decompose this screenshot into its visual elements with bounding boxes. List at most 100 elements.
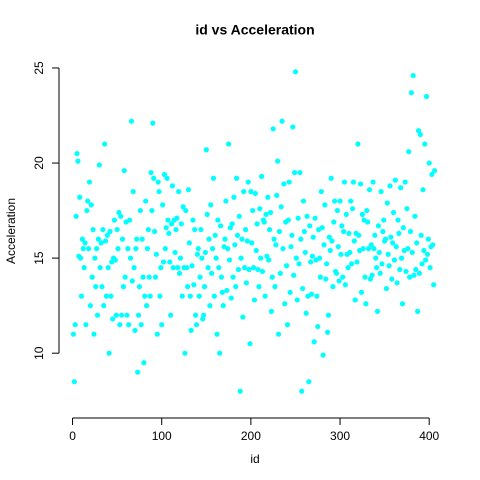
data-point [323, 276, 329, 282]
data-point [427, 265, 433, 271]
data-point [124, 312, 130, 318]
data-point [417, 131, 423, 138]
data-point [426, 160, 432, 166]
data-point [274, 192, 280, 198]
data-point [75, 158, 81, 164]
data-point [307, 223, 313, 229]
data-point [89, 274, 95, 280]
data-point [153, 251, 159, 257]
data-point [121, 168, 127, 174]
data-point [202, 249, 209, 256]
data-point [206, 236, 212, 242]
chart-title: id vs Acceleration [195, 22, 314, 38]
data-point [405, 246, 411, 252]
data-point [193, 322, 200, 328]
data-point [413, 266, 419, 273]
data-point [215, 217, 221, 223]
data-point [312, 215, 318, 221]
data-point [97, 265, 103, 271]
data-point [315, 323, 321, 330]
data-point [335, 244, 341, 250]
data-point [208, 202, 214, 208]
data-point [173, 226, 179, 233]
data-point [291, 169, 298, 176]
data-point [209, 270, 215, 276]
data-point [188, 327, 194, 333]
data-point [86, 179, 93, 185]
data-point [343, 211, 349, 217]
data-point [337, 198, 343, 204]
data-point [290, 124, 296, 130]
data-point [137, 207, 143, 214]
data-point [283, 263, 290, 269]
data-point [387, 183, 393, 189]
data-point [392, 177, 398, 183]
data-point [145, 226, 151, 233]
data-point [151, 228, 158, 235]
x-tick-label: 300 [330, 429, 350, 443]
data-point [256, 284, 262, 290]
data-point [287, 289, 293, 295]
data-point [333, 270, 340, 276]
data-point [394, 280, 400, 286]
data-point [403, 268, 409, 275]
data-point [399, 301, 406, 307]
data-point [341, 228, 347, 235]
data-point [248, 188, 254, 195]
data-point [349, 261, 355, 267]
data-point [196, 293, 202, 299]
data-point [138, 322, 144, 328]
data-point [390, 240, 396, 246]
data-point [182, 350, 188, 356]
data-point [396, 230, 402, 237]
data-point [218, 274, 225, 280]
data-point [285, 217, 291, 223]
data-point [431, 282, 437, 288]
data-point [93, 284, 99, 290]
data-point [424, 251, 431, 257]
data-point [409, 249, 415, 256]
data-point [291, 272, 297, 278]
data-point [326, 234, 332, 240]
data-point [139, 236, 145, 242]
data-point [266, 257, 272, 263]
data-point [217, 350, 223, 356]
data-point [236, 213, 242, 219]
data-point [265, 194, 271, 200]
data-point [228, 295, 234, 301]
data-point [192, 312, 199, 318]
x-tick-label: 0 [69, 429, 76, 443]
data-point [225, 246, 231, 252]
data-point [242, 265, 248, 271]
data-point [278, 204, 284, 210]
data-point [420, 187, 426, 193]
data-point [277, 270, 283, 276]
data-point [184, 265, 190, 271]
data-point [365, 219, 371, 225]
data-point [365, 246, 372, 252]
data-point [250, 265, 257, 271]
data-point [358, 289, 365, 295]
data-point [406, 149, 412, 155]
data-point [363, 301, 369, 307]
data-point [299, 285, 306, 292]
data-point [366, 187, 373, 193]
data-point [163, 225, 169, 231]
data-point [169, 183, 176, 189]
data-point [219, 289, 225, 295]
data-point [174, 215, 180, 221]
data-point [356, 232, 362, 238]
data-point [352, 297, 358, 303]
data-point [342, 282, 348, 288]
data-point [119, 236, 126, 242]
data-point [324, 261, 330, 267]
data-point [345, 265, 351, 271]
data-point [101, 303, 107, 309]
data-point [329, 238, 335, 244]
data-point [209, 246, 216, 252]
data-point [235, 266, 241, 273]
data-point [364, 207, 370, 214]
data-point [222, 236, 228, 242]
data-point [429, 171, 435, 178]
